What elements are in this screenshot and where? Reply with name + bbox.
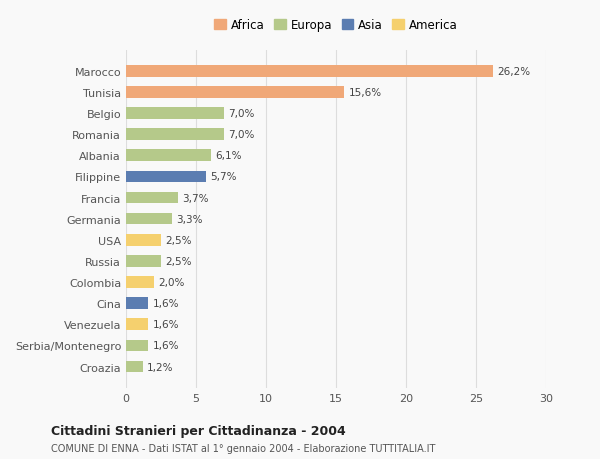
Text: 3,7%: 3,7% — [182, 193, 209, 203]
Text: 26,2%: 26,2% — [497, 67, 530, 77]
Text: 1,2%: 1,2% — [147, 362, 173, 372]
Bar — [126, 66, 493, 78]
Text: 5,7%: 5,7% — [210, 172, 236, 182]
Bar — [126, 298, 148, 309]
Bar — [126, 192, 178, 204]
Text: COMUNE DI ENNA - Dati ISTAT al 1° gennaio 2004 - Elaborazione TUTTITALIA.IT: COMUNE DI ENNA - Dati ISTAT al 1° gennai… — [51, 443, 436, 453]
Bar — [126, 171, 206, 183]
Text: 1,6%: 1,6% — [152, 319, 179, 330]
Text: 2,5%: 2,5% — [165, 235, 192, 245]
Bar — [126, 108, 224, 120]
Text: 7,0%: 7,0% — [228, 130, 254, 140]
Bar — [126, 256, 161, 267]
Bar — [126, 150, 211, 162]
Bar — [126, 340, 148, 352]
Text: 6,1%: 6,1% — [215, 151, 242, 161]
Bar — [126, 213, 172, 225]
Text: 2,0%: 2,0% — [158, 277, 185, 287]
Bar — [126, 129, 224, 140]
Text: 2,5%: 2,5% — [165, 256, 192, 266]
Text: 1,6%: 1,6% — [152, 298, 179, 308]
Bar — [126, 87, 344, 99]
Bar — [126, 319, 148, 330]
Bar — [126, 361, 143, 373]
Text: 3,3%: 3,3% — [176, 214, 203, 224]
Text: Cittadini Stranieri per Cittadinanza - 2004: Cittadini Stranieri per Cittadinanza - 2… — [51, 425, 346, 437]
Bar — [126, 277, 154, 288]
Text: 15,6%: 15,6% — [349, 88, 382, 98]
Legend: Africa, Europa, Asia, America: Africa, Europa, Asia, America — [214, 19, 458, 32]
Bar — [126, 235, 161, 246]
Text: 1,6%: 1,6% — [152, 341, 179, 351]
Text: 7,0%: 7,0% — [228, 109, 254, 119]
